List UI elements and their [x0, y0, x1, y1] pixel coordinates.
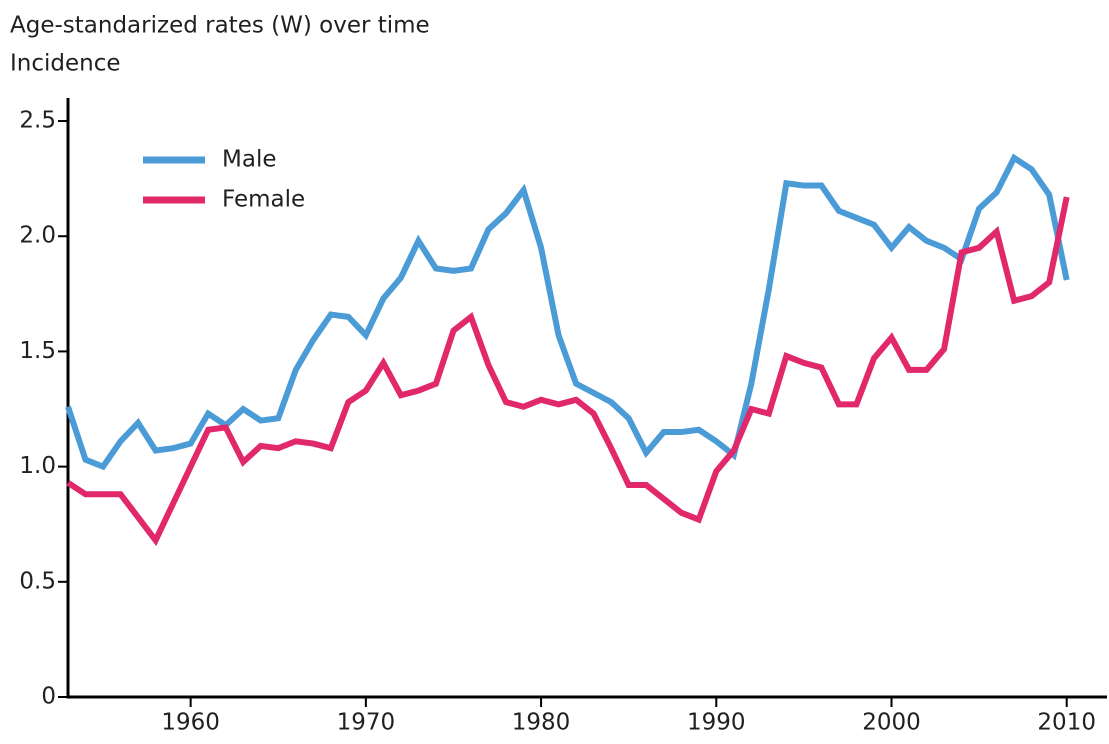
series-line [66, 196, 1070, 547]
x-tick-label: 1990 [687, 710, 746, 736]
y-tick-label: 1.5 [19, 338, 56, 364]
x-tick-label: 1980 [512, 710, 571, 736]
x-tick-label: 1970 [337, 710, 396, 736]
y-tick-label: 0 [41, 684, 56, 710]
y-tick-label: 2.5 [19, 108, 56, 134]
x-tick-label: 2010 [1037, 710, 1096, 736]
x-tick-label: 2000 [862, 710, 921, 736]
series-line [65, 153, 1070, 471]
chart-title: Age-standarized rates (W) over time [10, 13, 430, 39]
y-tick-label: 1.0 [19, 453, 56, 479]
y-tick-label: 0.5 [19, 568, 56, 594]
chart-subtitle: Incidence [10, 51, 121, 77]
x-tick-label: 1960 [161, 710, 220, 736]
y-tick-label: 2.0 [19, 223, 56, 249]
legend-label: Female [222, 187, 305, 213]
legend-label: Male [222, 147, 276, 173]
